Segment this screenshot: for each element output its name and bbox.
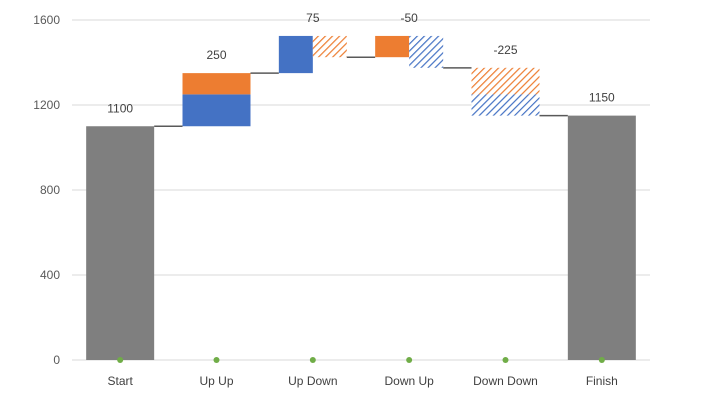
y-tick-label-0: 0 [53, 353, 60, 367]
x-category-label-2: Up Down [288, 374, 337, 388]
gridlines [72, 19, 650, 361]
x-category-label-5: Finish [586, 374, 618, 388]
baseline-marker-5 [598, 357, 605, 363]
bar-total-5 [567, 115, 636, 360]
bar-segment-2-0 [278, 35, 313, 74]
data-label-4: -225 [493, 43, 517, 57]
bar-segment-4-1 [471, 94, 540, 116]
x-category-label-4: Down Down [473, 374, 538, 388]
baseline-marker-2 [309, 357, 316, 363]
baseline-marker-1 [213, 357, 220, 363]
baseline-marker-3 [406, 357, 413, 363]
y-tick-label-800: 800 [40, 183, 60, 197]
x-category-label-0: Start [107, 374, 133, 388]
bar-segment-3-0 [375, 35, 410, 58]
connector-lines [154, 56, 568, 127]
x-axis-category-labels: Start Up Up Up Down Down Up Down Down Finish [107, 374, 617, 388]
y-tick-label-1600: 1600 [33, 13, 60, 27]
data-label-0: 1100 [107, 101, 133, 115]
data-labels: 1100 250 75 -50 -225 1150 [107, 11, 615, 115]
data-label-2: 75 [306, 11, 320, 25]
bar-total-0 [86, 126, 155, 360]
data-label-5: 1150 [589, 91, 615, 105]
bar-segment-3-1 [409, 35, 444, 68]
baseline-marker-0 [117, 357, 124, 363]
y-tick-label-400: 400 [40, 268, 60, 282]
y-tick-label-1200: 1200 [33, 98, 60, 112]
y-axis-tick-labels: 0 400 800 1200 1600 [33, 13, 60, 367]
bar-segment-1-0 [182, 94, 251, 127]
bars [86, 35, 636, 360]
bar-segment-2-1 [312, 35, 347, 58]
x-category-label-3: Down Up [384, 374, 434, 388]
baseline-marker-4 [502, 357, 509, 363]
bar-segment-1-1 [182, 73, 251, 95]
data-label-3: -50 [400, 11, 418, 25]
baseline-markers [117, 357, 605, 363]
data-label-1: 250 [206, 48, 226, 62]
bar-segment-4-0 [471, 67, 540, 95]
x-category-label-1: Up Up [199, 374, 233, 388]
